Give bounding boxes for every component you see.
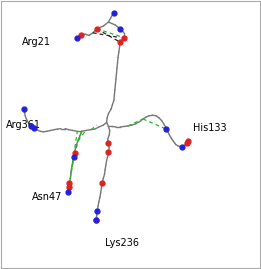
Text: His133: His133 [193,123,227,133]
Text: Arg361: Arg361 [6,120,41,130]
Text: Arg21: Arg21 [21,37,50,47]
Text: Asn47: Asn47 [32,192,62,202]
Text: Lys236: Lys236 [105,238,139,248]
